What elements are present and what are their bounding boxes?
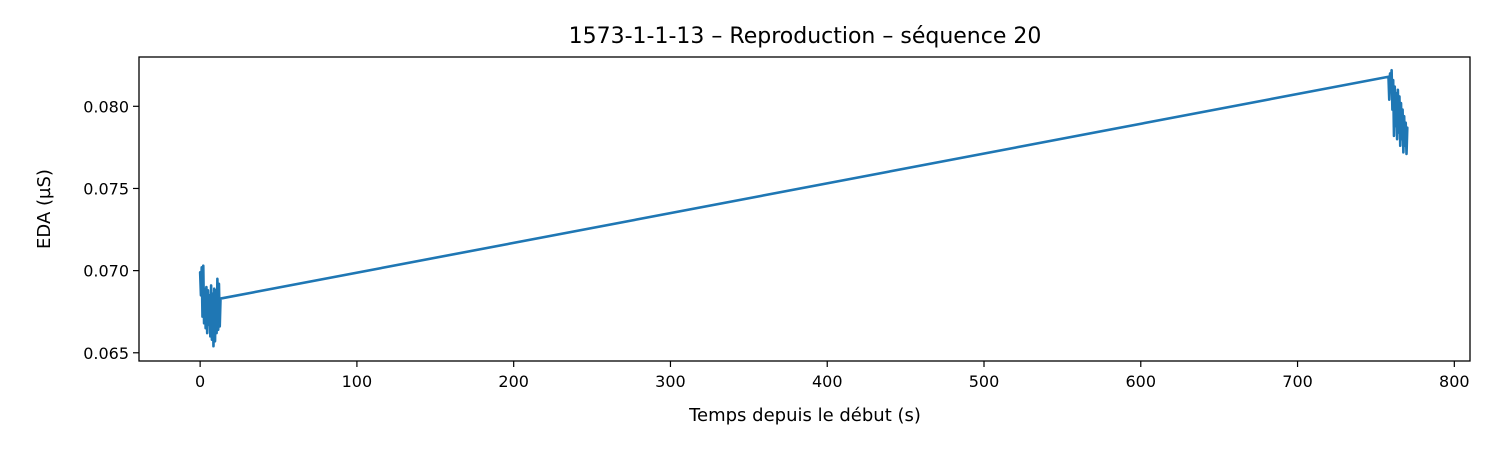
y-tick-label: 0.070 [83, 262, 129, 281]
x-tick-label: 0 [195, 372, 205, 391]
plot-area [139, 57, 1470, 361]
plot-frame [138, 56, 1471, 362]
y-axis-ticks: 0.065 0.070 0.075 0.080 [83, 97, 139, 363]
x-tick-label: 300 [655, 372, 686, 391]
x-axis-label: Temps depuis le début (s) [688, 405, 921, 426]
y-tick-label: 0.080 [83, 97, 129, 116]
y-tick-label: 0.065 [83, 344, 129, 363]
x-tick-label: 200 [498, 372, 529, 391]
x-tick-label: 100 [342, 372, 373, 391]
x-tick-label: 400 [812, 372, 843, 391]
series-line [198, 68, 1409, 348]
x-axis-ticks: 0 100 200 300 400 500 600 700 800 [195, 361, 1470, 391]
chart-title: 1573-1-1-13 – Reproduction – séquence 20 [569, 24, 1042, 49]
x-tick-label: 800 [1439, 372, 1470, 391]
series-layer [198, 68, 1409, 348]
x-tick-label: 700 [1282, 372, 1313, 391]
y-tick-label: 0.075 [83, 179, 129, 198]
x-tick-label: 600 [1126, 372, 1157, 391]
x-tick-label: 500 [969, 372, 1000, 391]
y-axis-label: EDA (µS) [34, 169, 55, 249]
